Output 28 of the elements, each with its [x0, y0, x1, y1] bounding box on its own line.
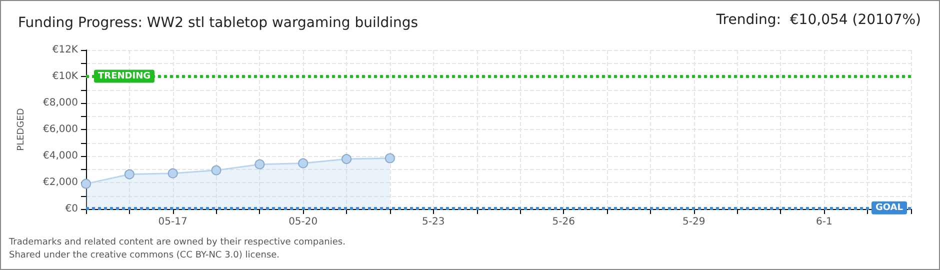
point — [384, 153, 395, 164]
chart-title: Funding Progress: WW2 stl tabletop wargaming buildings — [18, 15, 418, 31]
text: Trending: €10,054 (20107%) — [715, 12, 922, 28]
ref-line-label: GOAL — [876, 202, 904, 213]
point — [342, 154, 352, 164]
x-tick-label: 5-26 — [552, 216, 575, 228]
x-tick-label: 5-29 — [682, 216, 706, 228]
point — [254, 159, 265, 170]
point — [298, 158, 308, 168]
y-tick-label: €8,000 — [43, 98, 78, 108]
y-tick-label: €2,000 — [43, 177, 78, 188]
y-tick-label: €10K — [52, 71, 78, 82]
x-tick-label: 05-17 — [158, 216, 188, 228]
y-tick-label: €0 — [65, 204, 78, 214]
point — [211, 165, 222, 176]
point — [81, 178, 91, 189]
y-axis-title: PLEDGED — [16, 108, 26, 151]
x-tick-label: 6-1 — [816, 216, 832, 228]
y-tick-label: €6,000 — [43, 124, 78, 135]
text: Trademarks and related content are owned by their respective companies. — [8, 238, 346, 248]
point — [124, 169, 134, 180]
y-tick-label: €12K — [52, 44, 78, 56]
text: Shared under the creative commons (CC BY-NC 3.0) license. — [9, 250, 280, 260]
x-tick-label: 5-23 — [422, 216, 445, 228]
ref-line-label: TRENDING — [98, 71, 150, 82]
y-tick-label: €4,000 — [43, 150, 78, 162]
point — [168, 168, 178, 178]
x-tick-label: 05-20 — [288, 216, 318, 228]
